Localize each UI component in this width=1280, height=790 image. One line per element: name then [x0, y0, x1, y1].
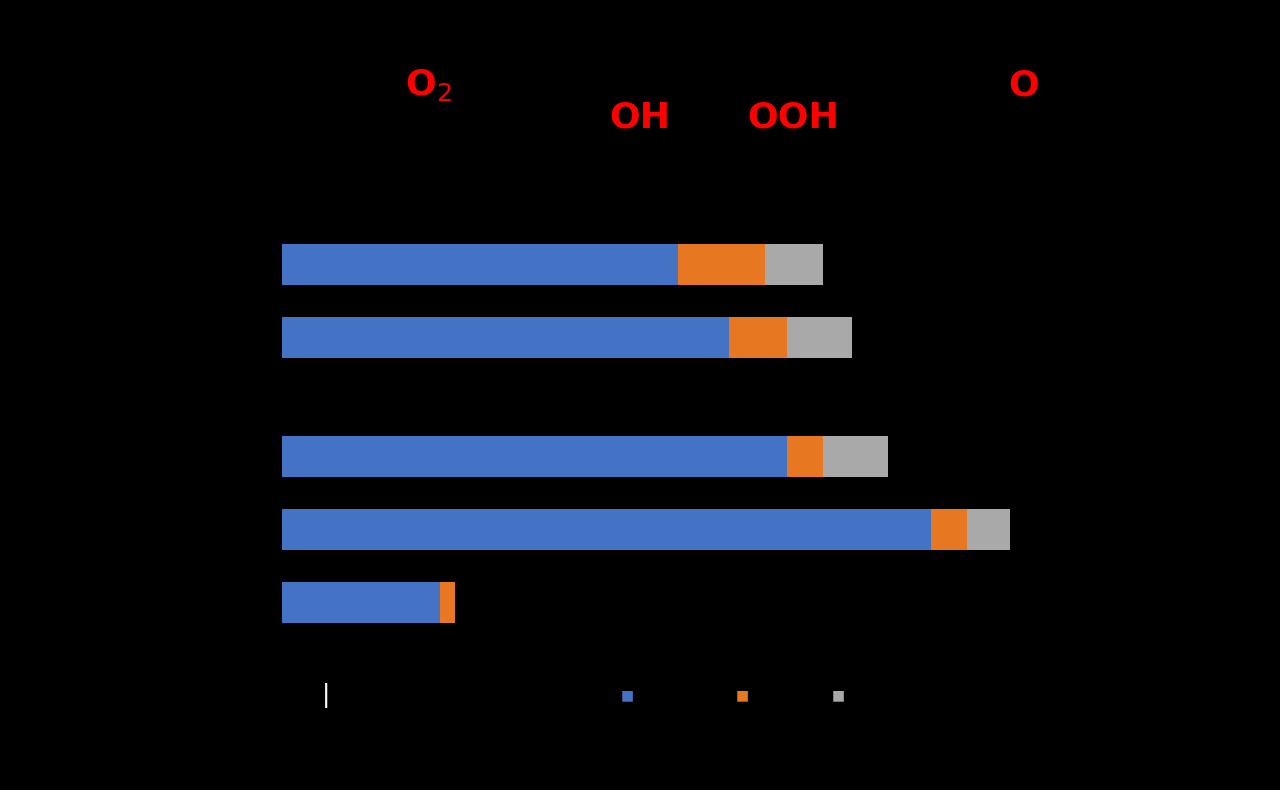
- Bar: [282, 509, 931, 550]
- Bar: [282, 318, 728, 359]
- Bar: [728, 318, 787, 359]
- Text: O: O: [1009, 69, 1039, 103]
- Bar: [966, 509, 1010, 550]
- Text: ■: ■: [621, 688, 634, 702]
- Text: OH: OH: [609, 100, 671, 134]
- Bar: [282, 436, 787, 477]
- Bar: [440, 581, 454, 623]
- Bar: [765, 244, 823, 285]
- Bar: [787, 436, 823, 477]
- Bar: [823, 436, 887, 477]
- Text: ■: ■: [832, 688, 845, 702]
- Text: ■: ■: [736, 688, 749, 702]
- Text: |: |: [323, 683, 330, 708]
- Bar: [678, 244, 765, 285]
- Bar: [282, 244, 678, 285]
- Text: O$_2$: O$_2$: [406, 66, 452, 103]
- Bar: [931, 509, 966, 550]
- Bar: [282, 581, 440, 623]
- Text: OOH: OOH: [748, 100, 840, 134]
- Bar: [787, 318, 851, 359]
